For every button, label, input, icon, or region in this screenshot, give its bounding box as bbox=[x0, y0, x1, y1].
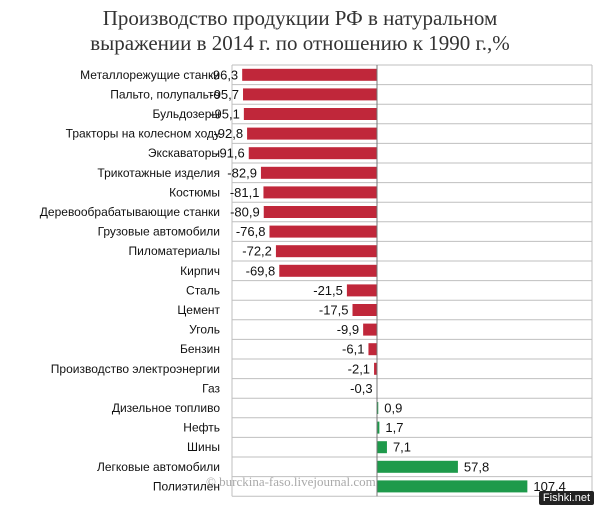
chart-title-line2: выражении в 2014 г. по отношению к 1990 … bbox=[90, 31, 510, 55]
chart-title-line1: Производство продукции РФ в натуральном bbox=[102, 6, 498, 30]
bar bbox=[243, 88, 377, 101]
bar bbox=[377, 402, 379, 414]
bar bbox=[248, 147, 377, 160]
bar bbox=[269, 225, 377, 238]
category-label: Тракторы на колесном ходу bbox=[66, 127, 220, 141]
bar bbox=[374, 362, 377, 375]
corner-mark: Fishki.net bbox=[538, 491, 594, 505]
category-label: Пиломатериалы bbox=[128, 244, 220, 258]
data-label: 57,8 bbox=[464, 459, 489, 474]
category-label: Бензин bbox=[180, 342, 220, 356]
data-label: -76,8 bbox=[236, 224, 266, 239]
category-label: Сталь bbox=[186, 283, 220, 297]
chart-title: Производство продукции РФ в натуральном … bbox=[0, 6, 600, 56]
category-label: Деревообрабатывающие станки bbox=[40, 205, 220, 219]
bar bbox=[346, 284, 377, 297]
data-label: -91,6 bbox=[215, 146, 245, 161]
category-label: Газ bbox=[202, 381, 220, 395]
data-label: -6,1 bbox=[342, 342, 364, 357]
data-label: -92,8 bbox=[213, 126, 243, 141]
data-label: -95,1 bbox=[210, 107, 240, 122]
category-label: Уголь bbox=[189, 323, 220, 337]
data-label: -21,5 bbox=[313, 283, 343, 298]
data-label: 107,4 bbox=[533, 479, 566, 494]
bar bbox=[260, 166, 377, 179]
data-label: 1,7 bbox=[385, 420, 403, 435]
bar bbox=[279, 264, 377, 277]
category-label: Нефть bbox=[183, 421, 220, 435]
data-label: 7,1 bbox=[393, 440, 411, 455]
data-label: -17,5 bbox=[319, 303, 349, 318]
category-label: Трикотажные изделия bbox=[97, 166, 220, 180]
data-label: -72,2 bbox=[242, 244, 272, 259]
data-label: -80,9 bbox=[230, 205, 260, 220]
bar bbox=[263, 206, 377, 218]
category-label: Полиэтилен bbox=[153, 479, 220, 493]
bar bbox=[263, 186, 377, 199]
category-label: Экскаваторы bbox=[148, 146, 220, 160]
bar bbox=[368, 343, 377, 356]
category-label: Кирпич bbox=[180, 264, 220, 278]
category-label: Легковые автомобили bbox=[97, 460, 220, 474]
bar bbox=[242, 68, 377, 81]
data-label: -96,3 bbox=[209, 67, 239, 82]
data-label: -81,1 bbox=[230, 185, 260, 200]
bar bbox=[352, 304, 377, 316]
bar bbox=[363, 323, 377, 336]
bar bbox=[243, 108, 377, 120]
data-label: -2,1 bbox=[348, 361, 370, 376]
category-label: Производство электроэнергии bbox=[51, 362, 220, 376]
category-label: Костюмы bbox=[169, 185, 220, 199]
category-label: Цемент bbox=[177, 303, 220, 317]
category-label: Грузовые автомобили bbox=[98, 225, 220, 239]
bar bbox=[377, 480, 528, 493]
bar bbox=[247, 127, 377, 140]
data-label: -9,9 bbox=[337, 322, 359, 337]
data-label: -0,3 bbox=[350, 381, 372, 396]
bar bbox=[275, 245, 377, 258]
category-label: Бульдозеры bbox=[153, 107, 220, 121]
bar bbox=[377, 460, 458, 473]
category-label: Металлорежущие станки bbox=[80, 68, 220, 82]
bar bbox=[377, 441, 387, 454]
data-label: -95,7 bbox=[209, 87, 239, 102]
data-label: -82,9 bbox=[227, 165, 257, 180]
data-label: 0,9 bbox=[384, 401, 402, 416]
category-label: Дизельное топливо bbox=[112, 401, 221, 415]
category-label: Пальто, полупальто bbox=[110, 87, 220, 101]
category-label: Шины bbox=[187, 440, 220, 454]
data-label: -69,8 bbox=[246, 263, 276, 278]
bar bbox=[377, 421, 380, 434]
watermark: © burckina-faso.livejournal.com bbox=[206, 474, 376, 489]
